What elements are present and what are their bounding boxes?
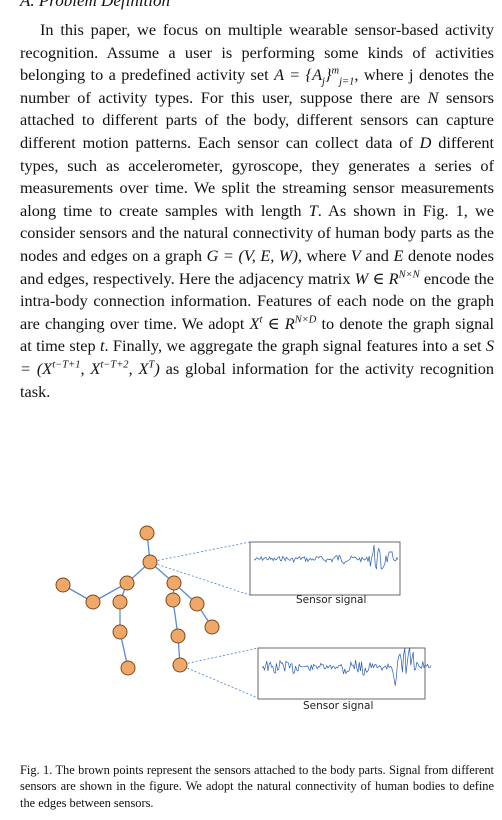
sensor-node-elR xyxy=(189,596,205,612)
sensor-node-neck xyxy=(142,554,158,570)
section-heading: A. Problem Definition xyxy=(20,0,170,10)
math-activity-set: A = {Aj}mj=1 xyxy=(274,65,355,88)
math-n: N xyxy=(427,87,439,107)
math-t: T xyxy=(308,200,318,220)
body-edges xyxy=(62,532,213,669)
figure-caption: Fig. 1. The brown points represent the s… xyxy=(20,763,494,810)
math-adjacency: W ∈ RN×N xyxy=(354,268,420,288)
text-segment: different types, such as accelerometer, … xyxy=(20,132,494,220)
math-time-step: t xyxy=(99,336,105,356)
sensor-node-ftL xyxy=(120,660,136,676)
text-segment: , where j denotes the number of activity… xyxy=(20,65,495,107)
math-v: V xyxy=(350,245,361,265)
sensor-node-shR xyxy=(166,575,182,591)
signal-box-lower xyxy=(257,647,426,700)
sensor-node-hdL xyxy=(55,577,71,593)
callout-lines xyxy=(149,541,259,699)
text-segment: encode the intra-body connection informa… xyxy=(20,268,494,333)
signal-boxes xyxy=(249,541,432,700)
sensor-node-elL xyxy=(85,594,101,610)
sensor-node-knL xyxy=(112,624,128,640)
text-segment: . As shown in Fig. 1, we consider sensor… xyxy=(20,200,494,265)
sensor-node-head xyxy=(139,525,155,541)
body-graph-figure xyxy=(55,525,432,700)
text-segment: denote nodes and edges, respectively. He… xyxy=(20,245,494,288)
sensor-nodes xyxy=(55,525,220,676)
sensor-node-hipL xyxy=(112,594,128,610)
callout-line xyxy=(149,561,251,596)
math-e: E xyxy=(393,245,404,265)
signal-label-lower: Sensor signal xyxy=(303,700,374,712)
math-graph-signal: Xt ∈ RN×D xyxy=(249,313,317,333)
signal-label-upper: Sensor signal xyxy=(296,594,367,606)
text-segment: . Finally, we aggregate the graph signal… xyxy=(104,336,486,356)
math-graph: G = (V, E, W) xyxy=(206,245,298,265)
text-segment: In this paper, we focus on multiple wear… xyxy=(20,20,494,85)
body-paragraph: In this paper, we focus on multiple wear… xyxy=(20,19,494,403)
text-segment: and xyxy=(360,245,394,265)
sensor-node-hipR xyxy=(165,592,181,608)
math-d: D xyxy=(419,132,432,152)
signal-trace-lower xyxy=(261,647,432,686)
text-segment: to denote the graph signal at time step xyxy=(20,313,495,356)
callout-line xyxy=(179,664,259,699)
sensor-node-ftR xyxy=(172,657,188,673)
text-segment: , where xyxy=(297,245,351,265)
sensor-node-hdR xyxy=(204,619,220,635)
signal-box-upper xyxy=(249,541,401,596)
sensor-node-knR xyxy=(170,628,186,644)
signal-trace-upper xyxy=(253,544,399,570)
figure-1: Sensor signal Sensor signal xyxy=(0,515,502,730)
text-segment: sensors attached to different parts of t… xyxy=(20,87,494,152)
callout-line xyxy=(149,541,251,563)
callout-line xyxy=(179,647,259,666)
text-segment: as global information for the activity r… xyxy=(20,358,495,401)
math-set: S = (Xt−T+1, Xt−T+2, XT) xyxy=(20,336,494,378)
sensor-node-shL xyxy=(119,575,135,591)
